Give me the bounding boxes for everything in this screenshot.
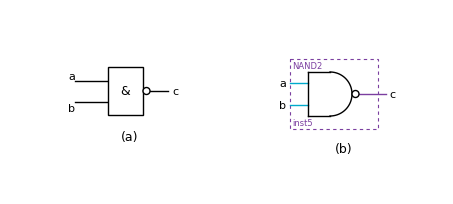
Circle shape xyxy=(143,88,150,95)
Text: (b): (b) xyxy=(335,143,353,156)
Text: c: c xyxy=(172,86,178,96)
Text: NAND2: NAND2 xyxy=(292,62,322,71)
Circle shape xyxy=(352,91,359,98)
Bar xyxy=(290,60,378,129)
Text: a: a xyxy=(68,72,75,82)
Text: b: b xyxy=(279,100,286,110)
Text: &: & xyxy=(120,85,130,98)
Text: b: b xyxy=(68,103,75,113)
Text: inst5: inst5 xyxy=(292,118,313,127)
Text: c: c xyxy=(389,90,395,100)
Bar xyxy=(108,68,143,115)
Text: a: a xyxy=(279,79,286,89)
Text: (a): (a) xyxy=(121,131,138,144)
